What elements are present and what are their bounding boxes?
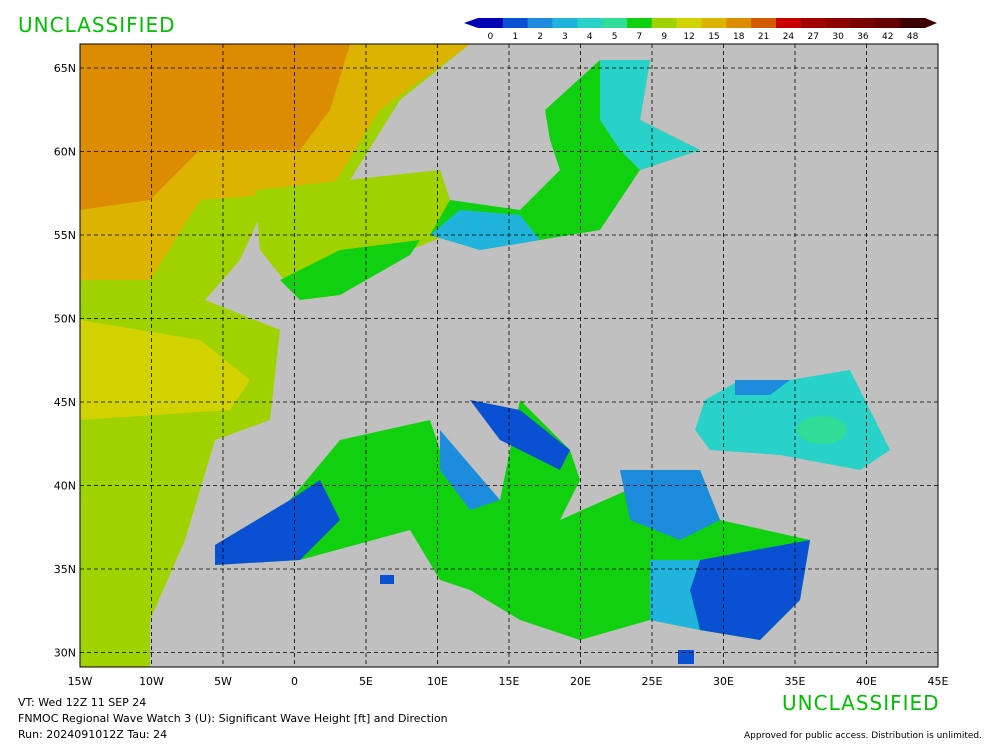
lat-label: 30N [54,647,76,660]
wave-zone [430,210,540,250]
classification: UNCLASSIFIED [18,13,176,37]
colorbar-label: 36 [857,32,869,42]
colorbar-label: 15 [708,32,719,42]
lon-label: 45E [928,675,949,688]
colorbar-swatch [900,18,926,28]
graticule [80,44,938,667]
colorbar-swatch [478,18,504,28]
wave-zone [215,480,340,565]
colorbar-label: 2 [537,32,543,42]
lake [678,650,694,664]
run-info: Run: 2024091012Z Tau: 24 [18,728,167,741]
colorbar-label: 30 [832,32,844,42]
colorbar-label: 7 [637,32,643,42]
wave-zone [440,430,500,510]
axis-labels: 65N 60N 55N 50N 45N 40N 35N 30N 15W 10W 5W 0 5E 10E 15… [54,62,949,688]
lat-label: 65N [54,62,76,75]
lat-label: 40N [54,480,76,493]
lat-label: 60N [54,146,76,159]
colorbar-swatch [552,18,578,28]
colorbar-swatch [527,18,553,28]
lat-label: 50N [54,313,76,326]
colorbar-label: 48 [907,32,919,42]
lake [380,575,394,584]
lon-label: 5E [359,675,373,688]
colorbar-label: 18 [733,32,745,42]
colorbar-label: 3 [562,32,568,42]
lat-label: 45N [54,396,76,409]
colorbar-label: 0 [488,32,494,42]
valid-time: VT: Wed 12Z 11 SEP 24 [18,696,146,709]
lat-label: 55N [54,229,76,242]
colorbar-swatch [701,18,727,28]
colorbar-swatch [850,18,876,28]
colorbar-swatch [875,18,901,28]
colorbar-label: 5 [612,32,618,42]
lon-label: 10W [139,675,164,688]
lon-label: 40E [856,675,877,688]
wave-zone [735,380,790,395]
wave-zone [280,240,420,300]
approval: Approved for public access. Distribution… [744,731,982,741]
lon-label: 5W [214,675,232,688]
colorbar-label: 42 [882,32,893,42]
product-title: FNMOC Regional Wave Watch 3 (U): Signifi… [18,712,448,725]
colorbar-swatch [726,18,752,28]
lon-label: 25E [642,675,663,688]
colorbar-label: 27 [808,32,819,42]
lat-label: 35N [54,563,76,576]
wave-zone [600,60,700,170]
colorbar-label: 24 [783,32,795,42]
colorbar-swatch [627,18,653,28]
colorbar-swatch [502,18,529,28]
colorbar-swatch [651,18,678,28]
colorbar-swatch [602,18,628,28]
colorbar-label: 21 [758,32,769,42]
lon-label: 15E [499,675,520,688]
wave-zone [80,320,250,420]
colorbar-swatch [800,18,827,28]
lon-label: 15W [68,675,93,688]
colorbar-label: 9 [661,32,667,42]
colorbar-label: 4 [587,32,593,42]
lon-label: 20E [570,675,591,688]
wave-zone [620,470,720,540]
wave-zone [650,560,700,630]
colorbar-swatch [577,18,603,28]
colorbar-swatch [751,18,777,28]
lon-label: 30E [713,675,734,688]
lon-label: 35E [785,675,806,688]
colorbar-end [925,18,937,28]
lon-label: 0 [291,675,298,688]
colorbar: 0 1 2 3 4 5 7 9 12 15 18 21 24 27 30 36 42 48 [464,18,937,42]
colorbar-end [464,18,478,28]
colorbar-label: 1 [512,32,518,42]
colorbar-label: 12 [683,32,694,42]
classification: UNCLASSIFIED [782,691,940,715]
colorbar-swatch [825,18,851,28]
wave-zone [80,44,350,210]
wave-zone [797,416,847,444]
colorbar-swatch [776,18,802,28]
wave-zone [470,400,570,470]
colorbar-swatch [676,18,702,28]
map-frame [79,43,939,668]
wave-zone [690,540,810,640]
map [80,44,938,667]
lon-label: 10E [427,675,448,688]
